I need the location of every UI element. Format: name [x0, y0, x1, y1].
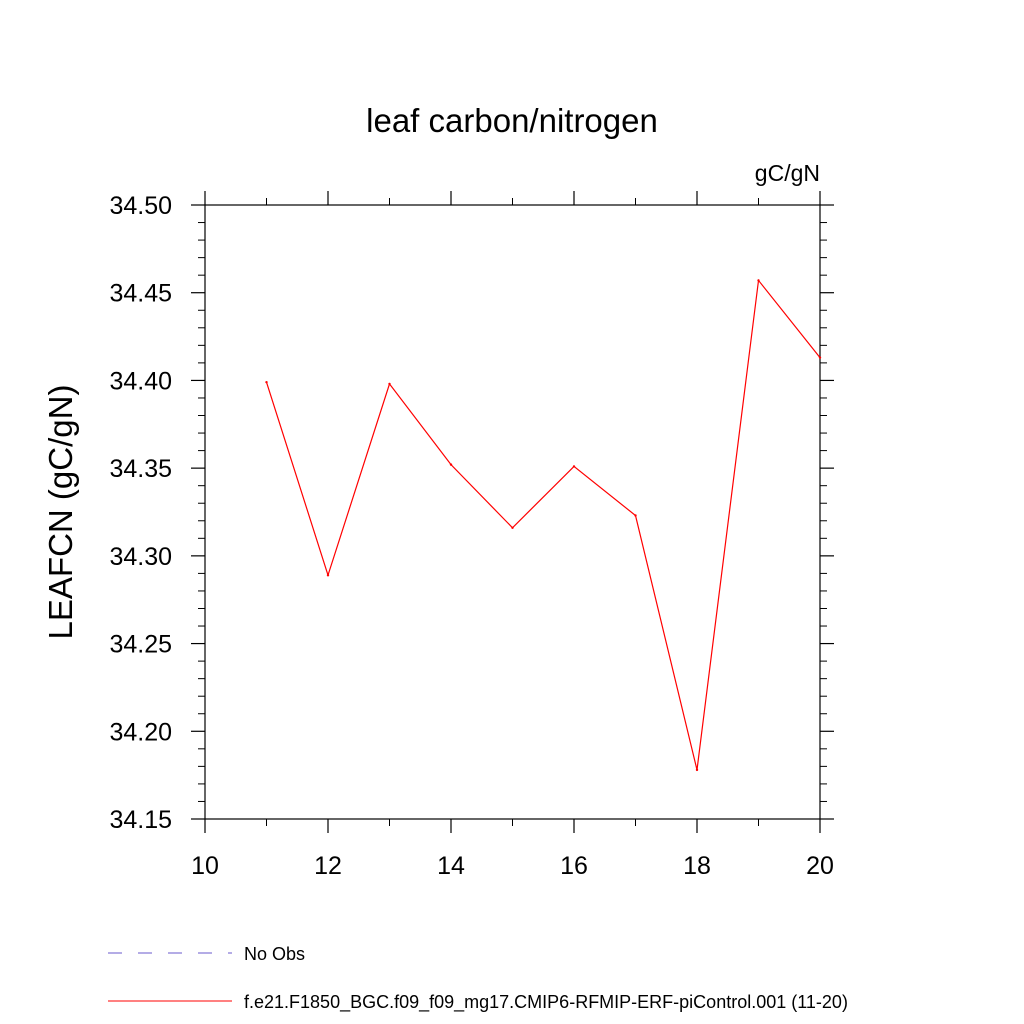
data-point [511, 526, 514, 529]
x-tick-label: 14 [437, 852, 465, 880]
legend-label-0: No Obs [244, 944, 305, 964]
x-tick-label: 12 [314, 852, 342, 880]
y-tick-label: 34.40 [109, 367, 172, 395]
x-tick-label: 18 [683, 852, 711, 880]
x-tick-label: 20 [806, 852, 834, 880]
data-point [634, 514, 637, 517]
data-point [695, 768, 699, 772]
y-tick-label: 34.15 [109, 806, 172, 834]
x-tick-label: 10 [191, 852, 219, 880]
axes: 10 12 14 16 18 20 34.15 34.20 34.25 34.30 34.35 34.… [109, 191, 834, 880]
y-tick-label: 34.25 [109, 631, 172, 659]
data-point [572, 465, 576, 468]
data-point [449, 463, 453, 466]
data-point [388, 382, 391, 386]
y-tick-label: 34.45 [109, 280, 172, 308]
data-point [757, 279, 760, 282]
chart-title: leaf carbon/nitrogen [366, 102, 658, 139]
data-point [326, 573, 330, 577]
series-line-0 [265, 278, 821, 771]
units-label: gC/gN [755, 160, 820, 186]
y-axis-label: LEAFCN (gC/gN) [42, 385, 79, 640]
y-tick-label: 34.35 [109, 455, 172, 483]
y-tick-label: 34.20 [109, 718, 172, 746]
legend: No Obs f.e21.F1850_BGC.f09_f09_mg17.CMIP6… [108, 944, 848, 1013]
plot-frame [204, 204, 821, 820]
data-point [265, 380, 268, 384]
x-tick-label: 16 [560, 852, 588, 880]
y-tick-label: 34.30 [109, 543, 172, 571]
data-point [818, 356, 822, 359]
legend-label-1: f.e21.F1850_BGC.f09_f09_mg17.CMIP6-RFMIP… [244, 992, 848, 1013]
y-tick-label: 34.50 [109, 192, 172, 220]
series-group [265, 278, 822, 772]
